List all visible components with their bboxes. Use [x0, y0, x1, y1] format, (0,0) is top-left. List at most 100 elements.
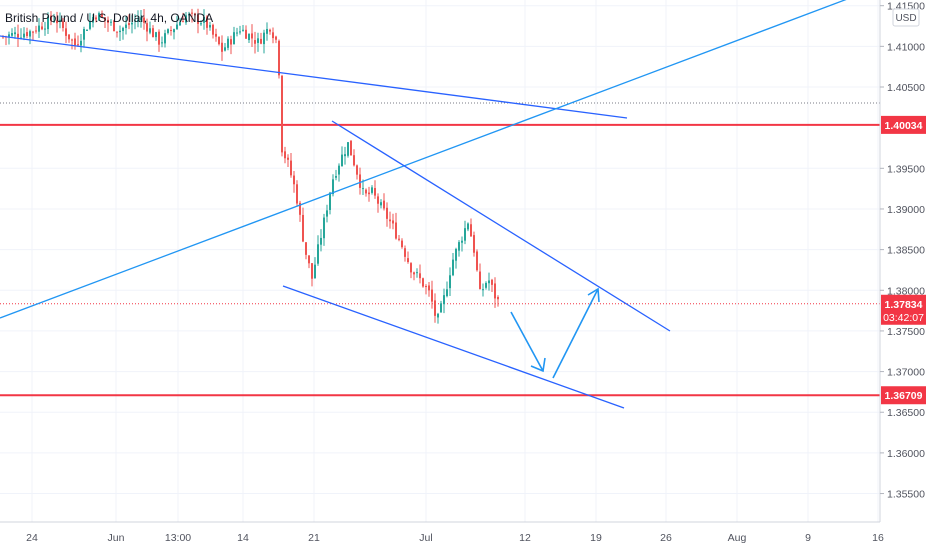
candle-up	[437, 312, 439, 324]
candle-up	[371, 185, 373, 195]
date-tick-label: 26	[660, 532, 672, 544]
price-tick-label: 1.35500	[887, 489, 925, 501]
candle-down	[434, 293, 436, 323]
price-tick-label: 1.39500	[887, 163, 925, 175]
candle-down	[356, 164, 358, 180]
candle-up	[326, 204, 328, 223]
candle-down	[428, 282, 430, 297]
candle-down	[68, 34, 70, 43]
candle-down	[113, 19, 115, 32]
candle-up	[110, 19, 112, 26]
candle-down	[305, 242, 307, 260]
candle-down	[296, 180, 298, 206]
candle-down	[116, 31, 118, 38]
candle-down	[308, 255, 310, 269]
price-tick-label: 1.36000	[887, 448, 925, 460]
currency-button[interactable]: USD	[892, 8, 920, 27]
candlesticks	[2, 8, 499, 324]
candle-down	[386, 202, 388, 227]
candle-down	[419, 264, 421, 284]
candle-up	[455, 247, 457, 269]
candle-up	[443, 288, 445, 314]
candle-up	[92, 14, 94, 28]
candle-up	[239, 25, 241, 35]
candle-up	[227, 36, 229, 51]
candle-up	[11, 28, 13, 39]
candle-up	[83, 26, 85, 48]
date-tick-label: 14	[237, 532, 249, 544]
candle-down	[401, 238, 403, 249]
candle-up	[38, 18, 40, 39]
candle-down	[479, 263, 481, 290]
candle-down	[77, 35, 79, 47]
up-arrow	[552, 287, 600, 379]
price-axis[interactable]	[879, 0, 932, 522]
candle-up	[155, 31, 157, 41]
candle-down	[473, 231, 475, 257]
candle-down	[497, 295, 499, 307]
date-tick-label: 12	[519, 532, 531, 544]
price-tick-label: 1.41000	[887, 41, 925, 53]
candle-up	[44, 21, 46, 36]
candle-down	[293, 171, 295, 193]
candle-up	[266, 22, 268, 41]
candle-up	[452, 252, 454, 277]
candle-down	[206, 15, 208, 35]
candle-down	[368, 186, 370, 202]
candle-up	[362, 179, 364, 196]
candle-down	[260, 32, 262, 45]
rising-trendline	[0, 0, 847, 319]
falling-wedge-bottom-line	[282, 285, 625, 409]
candle-down	[170, 26, 172, 36]
time-axis[interactable]	[0, 521, 932, 550]
candle-down	[476, 249, 478, 272]
candle-down	[494, 277, 496, 308]
candle-up	[86, 29, 88, 31]
candle-down	[221, 35, 223, 61]
candle-up	[338, 163, 340, 182]
candle-down	[359, 167, 361, 195]
candle-down	[230, 35, 232, 55]
date-tick-label: Jun	[108, 532, 125, 544]
candle-up	[341, 146, 343, 167]
countdown-label: 03:42:07	[883, 312, 924, 324]
candle-down	[383, 193, 385, 211]
candle-up	[140, 10, 142, 28]
candle-up	[173, 28, 175, 40]
candle-down	[290, 152, 292, 178]
candle-down	[287, 154, 289, 168]
candle-down	[413, 271, 415, 281]
candle-down	[104, 17, 106, 28]
falling-wedge-top-line	[331, 120, 671, 332]
candle-up	[248, 33, 250, 44]
candle-down	[281, 74, 283, 157]
candle-down	[398, 235, 400, 242]
candle-up	[461, 236, 463, 252]
candle-down	[389, 211, 391, 229]
candle-down	[56, 11, 58, 33]
candle-up	[467, 222, 469, 232]
candle-up	[59, 12, 61, 29]
candle-up	[224, 43, 226, 52]
candle-down	[404, 245, 406, 262]
candle-down	[95, 15, 97, 23]
candle-down	[272, 27, 274, 44]
candle-down	[254, 31, 256, 54]
candle-up	[236, 27, 238, 37]
date-tick-label: 9	[805, 532, 811, 544]
price-tick-label: 1.38000	[887, 285, 925, 297]
candle-up	[203, 9, 205, 30]
current-price-tag-label: 1.37834	[885, 299, 923, 311]
candle-down	[107, 16, 109, 32]
candle-down	[143, 8, 145, 30]
candle-down	[50, 11, 52, 26]
candle-down	[410, 262, 412, 279]
candle-down	[212, 23, 214, 39]
candle-down	[62, 18, 64, 32]
candle-down	[71, 38, 73, 50]
candle-down	[395, 212, 397, 240]
candle-up	[98, 11, 100, 21]
